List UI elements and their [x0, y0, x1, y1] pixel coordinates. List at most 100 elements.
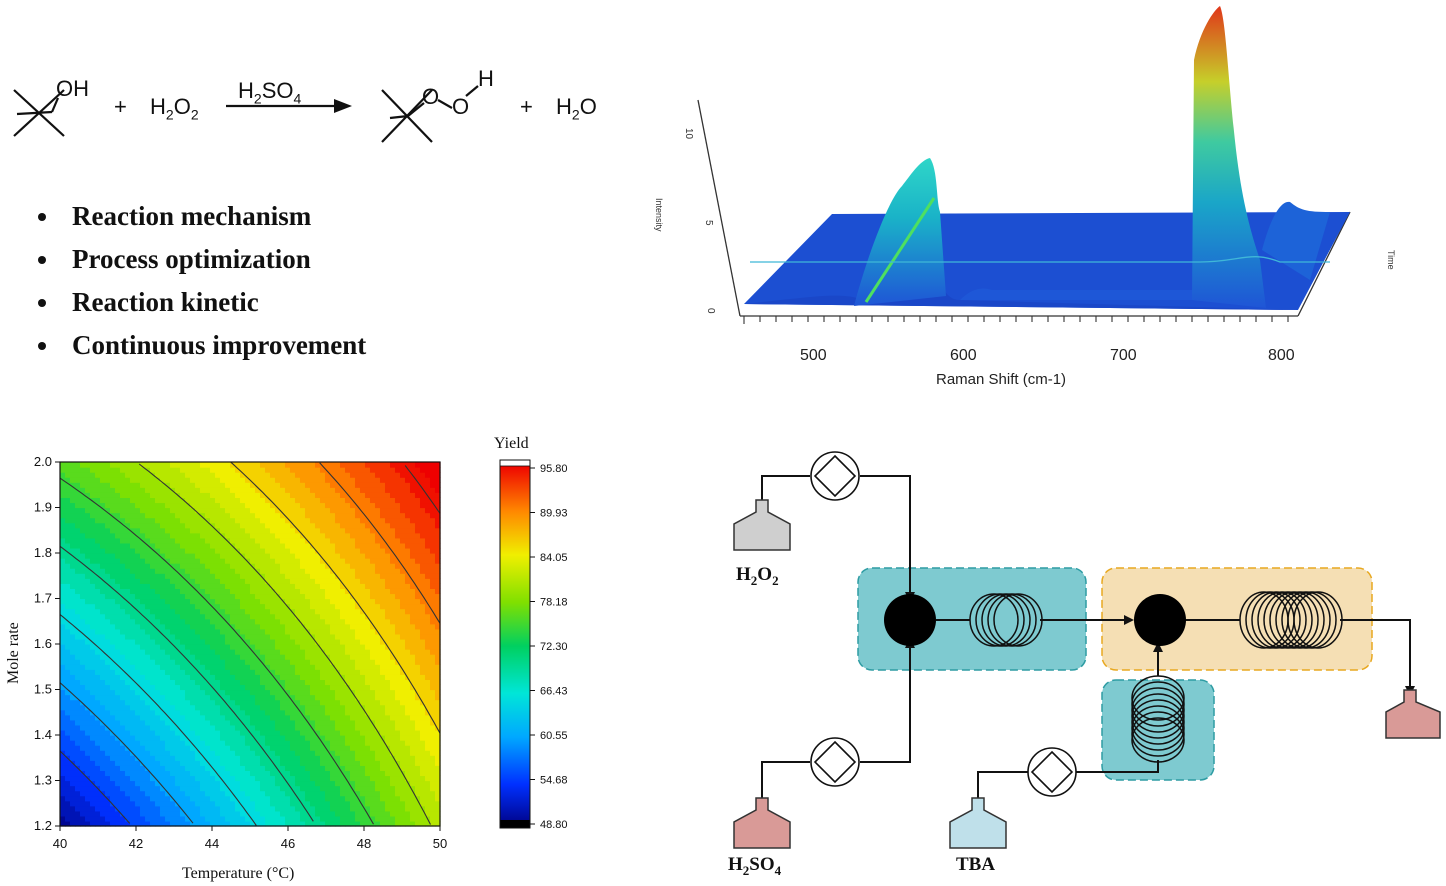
- contour-cell: [125, 618, 131, 625]
- contour-cell: [165, 593, 171, 600]
- contour-cell: [185, 810, 191, 817]
- contour-cell: [80, 472, 86, 478]
- contour-cell: [100, 482, 106, 488]
- contour-cell: [185, 765, 191, 771]
- contour-cell: [175, 512, 181, 519]
- contour-cell: [375, 805, 381, 812]
- contour-cell: [100, 729, 106, 736]
- contour-cell: [100, 644, 106, 650]
- contour-cell: [125, 714, 131, 721]
- contour-cell: [235, 679, 241, 686]
- contour-cell: [285, 709, 291, 716]
- contour-cell: [350, 608, 356, 615]
- contour-cell: [355, 467, 361, 473]
- contour-cell: [80, 800, 86, 807]
- contour-cell: [365, 669, 371, 675]
- contour-cell: [360, 775, 366, 782]
- contour-cell: [275, 467, 281, 473]
- contour-cell: [290, 487, 296, 493]
- contour-cell: [285, 553, 291, 559]
- contour-cell: [345, 568, 351, 574]
- contour-cell: [105, 684, 111, 691]
- contour-cell: [100, 603, 106, 610]
- contour-cell: [360, 558, 366, 564]
- contour-cell: [335, 568, 341, 574]
- contour-cell: [305, 649, 311, 655]
- contour-cell: [195, 659, 201, 665]
- contour-cell: [290, 760, 296, 766]
- contour-cell: [220, 735, 226, 741]
- contour-cell: [70, 745, 76, 751]
- contour-cell: [145, 785, 151, 792]
- contour-cell: [150, 719, 156, 726]
- contour-cell: [290, 745, 296, 751]
- contour-cell: [335, 482, 341, 488]
- contour-cell: [250, 578, 256, 584]
- contour-cell: [150, 482, 156, 488]
- contour-cell: [120, 815, 126, 822]
- contour-cell: [130, 573, 136, 579]
- contour-cell: [390, 775, 396, 782]
- contour-cell: [270, 553, 276, 559]
- contour-cell: [85, 719, 91, 726]
- contour-cell: [330, 745, 336, 751]
- contour-cell: [200, 598, 206, 605]
- contour-cell: [345, 542, 351, 549]
- contour-cell: [145, 527, 151, 534]
- contour-cell: [165, 477, 171, 483]
- contour-cell: [360, 689, 366, 696]
- contour-cell: [155, 714, 161, 721]
- contour-cell: [370, 735, 376, 741]
- contour-cell: [250, 532, 256, 539]
- contour-cell: [170, 553, 176, 559]
- contour-cell: [375, 719, 381, 726]
- contour-cell: [245, 805, 251, 812]
- contour-cell: [245, 638, 251, 645]
- contour-cell: [175, 542, 181, 549]
- contour-cell: [75, 674, 81, 680]
- contour-cell: [205, 649, 211, 655]
- contour-cell: [110, 462, 116, 468]
- contour-cell: [200, 775, 206, 782]
- contour-cell: [175, 679, 181, 686]
- contour-cell: [110, 674, 116, 680]
- contour-cell: [320, 704, 326, 711]
- contour-cell: [365, 745, 371, 751]
- contour-cell: [90, 603, 96, 610]
- contour-cell: [380, 542, 386, 549]
- contour-cell: [140, 659, 146, 665]
- contour-cell: [295, 649, 301, 655]
- contour-cell: [140, 573, 146, 579]
- contour-cell: [350, 623, 356, 630]
- contour-cell: [175, 507, 181, 514]
- contour-cell: [380, 755, 386, 761]
- contour-cell: [245, 760, 251, 766]
- contour-cell: [255, 638, 261, 645]
- contour-cell: [365, 512, 371, 519]
- contour-cell: [355, 532, 361, 539]
- contour-cell: [320, 810, 326, 817]
- reaction-arrow: [226, 99, 352, 113]
- contour-cell: [80, 598, 86, 605]
- contour-cell: [300, 659, 306, 665]
- contour-cell: [300, 689, 306, 696]
- contour-cell: [110, 664, 116, 670]
- contour-cell: [240, 467, 246, 473]
- contour-cell: [80, 638, 86, 645]
- contour-cell: [100, 537, 106, 544]
- contour-cell: [195, 770, 201, 777]
- contour-cell: [130, 770, 136, 777]
- contour-cell: [245, 780, 251, 787]
- contour-cell: [310, 684, 316, 691]
- contour-cell: [225, 669, 231, 675]
- contour-cell: [215, 522, 221, 529]
- contour-cell: [115, 598, 121, 605]
- contour-cell: [195, 694, 201, 701]
- contour-cell: [295, 558, 301, 564]
- contour-cell: [75, 603, 81, 610]
- contour-cell: [225, 507, 231, 514]
- contour-cell: [110, 649, 116, 655]
- contour-cell: [400, 750, 406, 756]
- contour-cell: [245, 750, 251, 756]
- contour-cell: [310, 553, 316, 559]
